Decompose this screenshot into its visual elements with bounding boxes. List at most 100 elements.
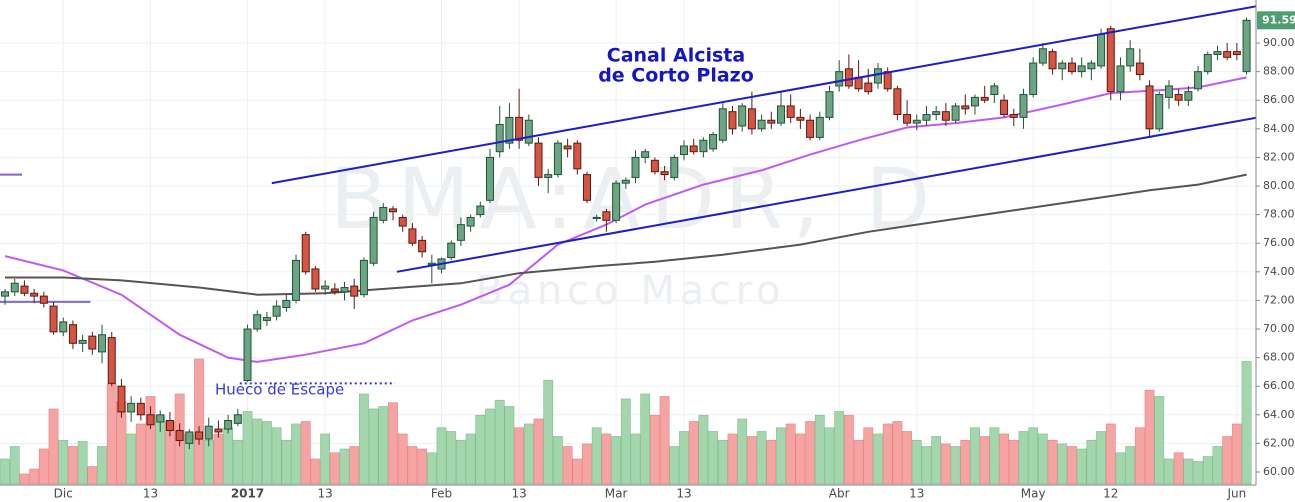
volume-bar — [232, 439, 243, 485]
candle-body — [418, 239, 427, 253]
y-axis-background — [1256, 0, 1295, 502]
x-tick-label: 13 — [317, 487, 332, 501]
volume-bar — [921, 446, 932, 485]
volume-bar — [611, 436, 622, 485]
candle-body — [408, 228, 417, 244]
volume-bar — [87, 466, 98, 485]
volume-bar — [1018, 431, 1029, 485]
candle-body — [563, 145, 572, 150]
volume-bar — [194, 358, 204, 485]
y-tick-label: 62.00 — [1263, 436, 1295, 449]
volume-bar — [727, 433, 738, 485]
volume-bar — [1028, 427, 1039, 485]
volume-bar — [126, 433, 137, 485]
volume-bar — [688, 421, 699, 485]
y-tick-label: 84.00 — [1263, 122, 1295, 135]
volume-bar — [1115, 452, 1126, 485]
volume-layer — [0, 358, 1252, 485]
candle-body — [1135, 62, 1144, 75]
candle-body — [951, 105, 960, 121]
candle-body — [1019, 94, 1028, 118]
candle-body — [282, 299, 291, 309]
volume-bar — [805, 421, 815, 485]
y-tick-label: 64.00 — [1263, 408, 1295, 421]
candle-body — [1184, 91, 1193, 101]
candle-body — [59, 321, 68, 333]
candle-body — [1058, 62, 1067, 70]
volume-bar — [485, 408, 495, 485]
candle-body — [1, 291, 10, 297]
candle-body — [233, 414, 242, 424]
candle-body — [961, 105, 970, 110]
candle-body — [922, 114, 931, 121]
volume-bar — [776, 427, 786, 485]
volume-bar — [1037, 433, 1048, 485]
candle-body — [1174, 94, 1183, 101]
x-tick-label: Dic — [54, 487, 73, 501]
candle-body — [806, 119, 815, 138]
volume-bar — [1202, 456, 1213, 485]
volume-bar — [834, 411, 845, 485]
candle-body — [107, 337, 116, 384]
candle-body — [30, 292, 39, 297]
candle-body — [68, 324, 77, 344]
candle-body — [515, 116, 524, 141]
volume-bar — [349, 446, 360, 485]
volume-bar — [979, 436, 990, 485]
watermark: BMA:ADR, D — [330, 150, 930, 248]
volume-bar — [970, 427, 980, 485]
candle-body — [621, 179, 630, 184]
candle-body — [389, 208, 398, 213]
annotation-title: Canal Alcista — [607, 45, 745, 67]
candle-body — [1067, 62, 1076, 73]
candle-body — [466, 216, 475, 227]
volume-bar — [1067, 446, 1077, 485]
candle-body — [156, 414, 165, 423]
candle-body — [486, 156, 495, 201]
volume-bar — [38, 448, 49, 485]
candle-body — [844, 68, 853, 87]
candle-body — [990, 85, 999, 96]
candle-body — [602, 211, 611, 221]
candle-body — [398, 216, 407, 227]
x-tick-label: May — [1021, 487, 1046, 501]
candle-body — [970, 96, 979, 107]
volume-bar — [1222, 436, 1233, 485]
volume-bar — [1183, 458, 1194, 485]
volume-bar — [29, 468, 40, 485]
volume-bar — [523, 423, 534, 485]
candle-body — [776, 105, 785, 124]
volume-bar — [58, 439, 69, 485]
candle-body — [272, 305, 281, 317]
volume-bar — [1173, 452, 1184, 485]
grid — [0, 0, 1255, 484]
candle-body — [165, 420, 174, 432]
candle-body — [350, 285, 359, 297]
volume-bar — [135, 423, 146, 485]
candle-body — [932, 111, 941, 116]
y-tick-label: 70.00 — [1263, 322, 1295, 335]
volume-bar — [291, 423, 301, 485]
volume-bar — [795, 433, 806, 485]
volume-bar — [1105, 423, 1116, 485]
y-tick-label: 82.00 — [1263, 150, 1295, 163]
volume-bar — [902, 431, 912, 485]
candle-body — [340, 287, 349, 293]
candle-body — [1213, 51, 1222, 55]
x-tick-label: Jun — [1226, 487, 1246, 501]
x-tick-label: Feb — [431, 487, 452, 501]
x-tick-label: Mar — [605, 487, 628, 501]
volume-bar — [737, 418, 748, 485]
volume-bar — [1096, 431, 1106, 485]
volume-bar — [572, 458, 583, 485]
volume-bar — [48, 408, 59, 485]
candle-body — [224, 420, 233, 430]
last-price-label: 91.59 — [1262, 13, 1295, 26]
volume-bar — [1125, 446, 1136, 485]
candles-layer — [1, 0, 1291, 450]
candle-body — [117, 385, 126, 413]
volume-bar — [378, 406, 389, 485]
candle-body — [1232, 51, 1241, 55]
volume-bar — [1154, 396, 1165, 485]
candle-body — [1077, 65, 1086, 73]
